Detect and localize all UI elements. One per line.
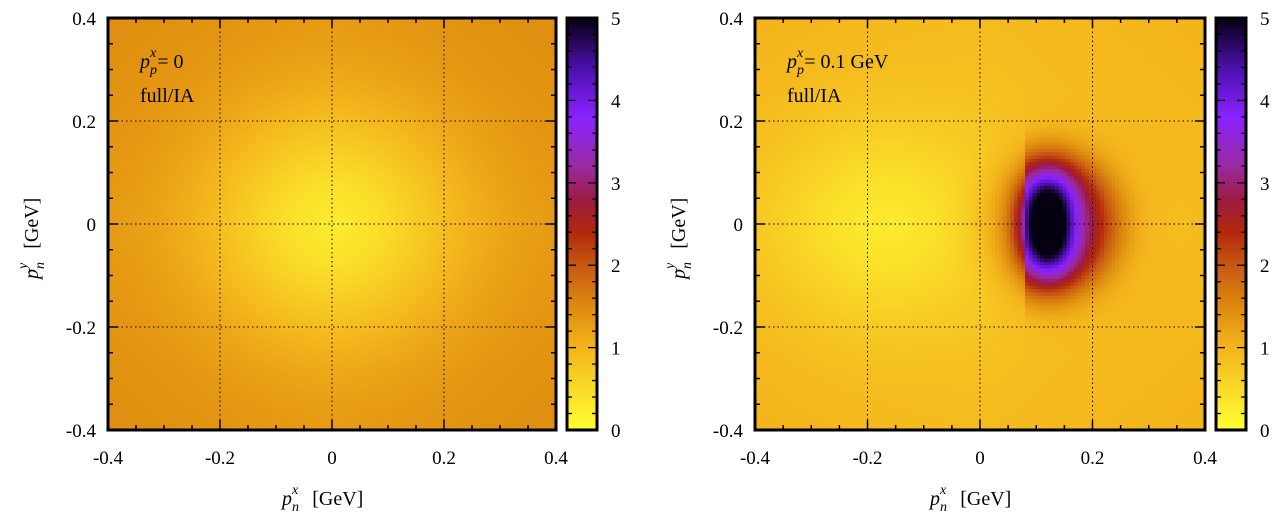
left-plot-frame [106,16,558,432]
colorbar-tick-label: 0 [611,421,621,442]
x-axis-label-text: pnx [GeV] [280,483,363,515]
right-plot-frame [753,16,1207,432]
colorbar-frame [1214,16,1248,432]
annotation-line2: full/IA [787,85,842,107]
x-tick-label: -0.2 [852,448,882,469]
left-grid [108,18,556,430]
colorbar-gradient [567,18,597,430]
right-annotation: ppx= 0.1 GeV full/IA [785,46,889,107]
colorbar-tick-label: 1 [1260,339,1270,360]
colorbar-tick-label: 5 [1260,9,1270,30]
right-x-axis-label: pnx [GeV] [928,483,1011,515]
right-grid [755,18,1205,430]
right-y-axis-label: pny[GeV] [663,198,695,281]
colorbar-tick-label: 4 [611,91,621,112]
annotation-label: ppx= 0.1 GeV [785,46,889,78]
left-ticks: -0.4 -0.2 0 0.2 0.4 -0.4 -0.2 0 0.2 0.4 [66,9,568,469]
left-y-axis-label: pny[GeV] [16,198,48,281]
right-colorbar: 0 1 2 3 4 5 [1214,9,1270,442]
x-tick-label: 0 [975,448,985,469]
colorbar-tick-label: 0 [1260,421,1270,442]
x-axis-label-text: pnx [GeV] [928,483,1011,515]
y-axis-label-text: pny[GeV] [16,198,48,281]
y-axis-label-text: pny[GeV] [663,198,695,281]
annotation-label: ppx= 0 [138,46,184,78]
colorbar-tick-label: 2 [1260,256,1270,277]
y-tick-label: -0.4 [66,421,97,442]
y-tick-label: 0.4 [719,9,743,30]
colorbar-frame [565,16,599,432]
y-tick-label: 0 [87,215,97,236]
colorbar-tick-label: 4 [1260,91,1270,112]
y-tick-label: 0.2 [72,112,96,133]
left-heatmap [108,18,556,430]
colorbar-tick-label: 2 [611,256,621,277]
y-tick-label: -0.4 [713,421,744,442]
x-tick-label: 0.2 [1081,448,1105,469]
left-annotation: ppx= 0 full/IA [138,46,195,107]
x-tick-label: 0 [327,448,337,469]
y-tick-label: 0 [734,215,744,236]
y-tick-label: 0.2 [719,112,743,133]
y-tick-label: -0.2 [713,318,743,339]
colorbar-tick-label: 3 [611,174,621,195]
colorbar-tick-label: 3 [1260,174,1270,195]
colorbar-gradient [1216,18,1246,430]
colorbar-tick-label: 5 [611,9,621,30]
x-tick-label: -0.2 [205,448,235,469]
x-tick-label: -0.4 [740,448,771,469]
annotation-line2: full/IA [140,85,195,107]
left-panel: -0.4 -0.2 0 0.2 0.4 -0.4 -0.2 0 0.2 0.4 ppx= 0 ful… [16,9,621,515]
x-tick-label: 0.2 [432,448,456,469]
left-colorbar: 0 1 2 3 4 5 [565,9,621,442]
x-tick-label: 0.4 [1193,448,1217,469]
x-tick-label: 0.4 [544,448,568,469]
colorbar-tick-label: 1 [611,339,621,360]
x-tick-label: -0.4 [93,448,124,469]
left-x-axis-label: pnx [GeV] [280,483,363,515]
right-panel: -0.4 -0.2 0 0.2 0.4 -0.4 -0.2 0 0.2 0.4 ppx= 0.1 … [663,9,1270,515]
y-tick-label: -0.2 [66,318,96,339]
y-tick-label: 0.4 [72,9,96,30]
